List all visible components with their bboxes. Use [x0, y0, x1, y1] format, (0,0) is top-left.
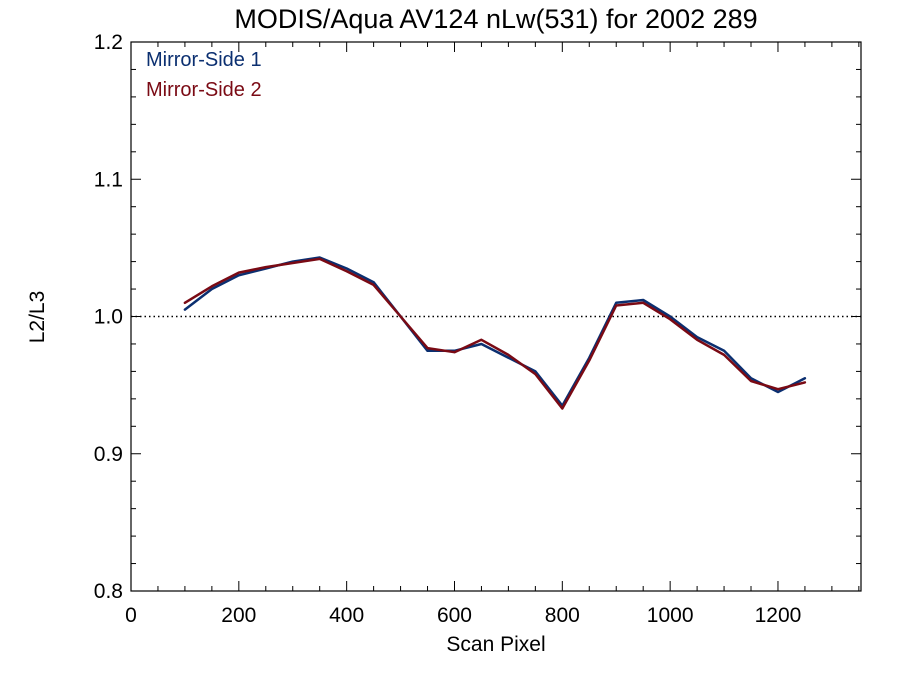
- chart-title: MODIS/Aqua AV124 nLw(531) for 2002 289: [234, 4, 757, 34]
- x-tick-label: 400: [329, 604, 364, 627]
- x-tick-label: 800: [545, 604, 580, 627]
- y-tick-label: 1.1: [94, 168, 123, 191]
- x-tick-label: 600: [437, 604, 472, 627]
- legend-label-mirror-side-2: Mirror-Side 2: [146, 79, 262, 101]
- series-line-2: [183, 257, 807, 410]
- legend: Mirror-Side 1 Mirror-Side 2: [146, 49, 262, 101]
- x-axis-label: Scan Pixel: [446, 633, 545, 656]
- y-tick-label: 1.2: [94, 31, 123, 54]
- plot-area: [131, 256, 861, 410]
- x-tick-label: 1000: [647, 604, 694, 627]
- axes: 0 200 400 600 800 1000 1200 0.8 0.9 1.0 1.1 1.2: [94, 31, 862, 627]
- legend-label-mirror-side-1: Mirror-Side 1: [146, 49, 262, 71]
- series-line-1: [183, 256, 807, 407]
- y-tick-label: 0.9: [94, 443, 123, 466]
- x-tick-label: 200: [221, 604, 256, 627]
- y-tick-label: 0.8: [94, 580, 123, 603]
- x-tick-label: 1200: [755, 604, 802, 627]
- x-tick-label: 0: [125, 604, 137, 627]
- y-tick-label: 1.0: [94, 306, 123, 329]
- y-axis-label: L2/L3: [26, 291, 49, 344]
